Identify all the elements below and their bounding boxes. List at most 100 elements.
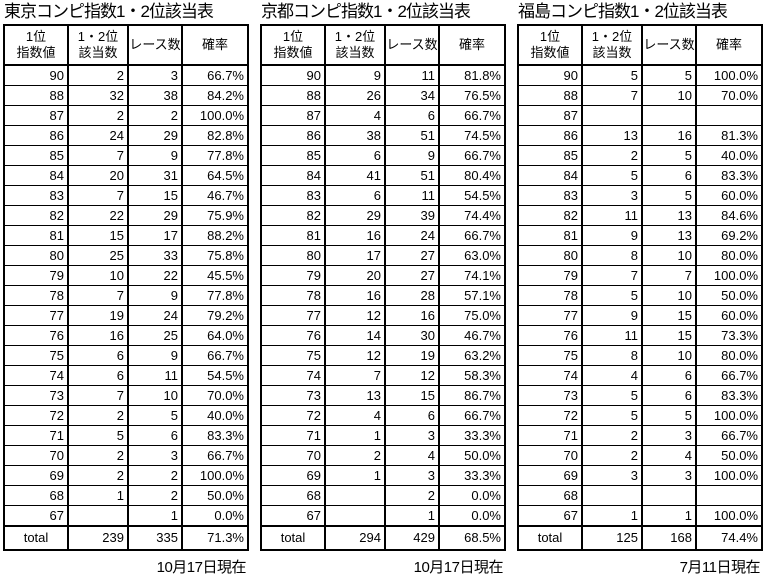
table-row: 78 7 9 77.8% (3, 285, 249, 306)
hit-count-cell (581, 105, 643, 126)
hit-count-cell: 32 (67, 85, 129, 106)
probability-cell: 0.0% (438, 505, 506, 527)
table-row: 68 2 0.0% (260, 485, 506, 506)
probability-cell: 50.0% (695, 445, 763, 466)
table-row: 71 5 6 83.3% (3, 425, 249, 446)
probability-cell: 100.0% (695, 505, 763, 527)
table-row: 85 6 9 66.7% (260, 145, 506, 166)
probability-cell: 84.2% (181, 85, 249, 106)
probability-cell: 71.3% (181, 525, 249, 551)
probability-cell: 75.8% (181, 245, 249, 266)
hit-count-cell: 2 (67, 445, 129, 466)
as-of-date: 10月17日現在 (413, 559, 504, 576)
table-row: 75 12 19 63.2% (260, 345, 506, 366)
col-header-line: 1・2位 (591, 29, 633, 44)
probability-cell: 40.0% (695, 145, 763, 166)
probability-cell: 66.7% (181, 445, 249, 466)
table-row: 83 6 11 54.5% (260, 185, 506, 206)
table-row: 68 1 2 50.0% (3, 485, 249, 506)
index-value-cell: 90 (517, 64, 583, 86)
table-row: 70 2 4 50.0% (517, 445, 763, 466)
hit-count-cell: 7 (581, 85, 643, 106)
probability-cell: 70.0% (181, 385, 249, 406)
race-count-cell: 30 (384, 325, 440, 346)
hit-count-cell: 5 (581, 64, 643, 86)
race-count-cell: 6 (384, 405, 440, 426)
col-header-probability: 確率 (695, 24, 763, 66)
index-value-cell: 88 (517, 85, 583, 106)
hit-count-cell: 4 (324, 405, 386, 426)
col-header-line: 1・2位 (77, 29, 119, 44)
table-row: 87 (517, 105, 763, 126)
table-body: 90 5 5 100.0% 88 7 10 70.0% 87 86 13 16 81.3% 85 2 5 40.… (517, 64, 763, 551)
index-value-cell: 72 (3, 405, 69, 426)
col-header-race-count: レース数 (641, 24, 697, 66)
race-count-cell: 31 (127, 165, 183, 186)
index-value-cell: 69 (517, 465, 583, 486)
probability-cell: 80.0% (695, 345, 763, 366)
index-value-cell: 71 (517, 425, 583, 446)
race-count-cell: 5 (641, 145, 697, 166)
table-row: 85 7 9 77.8% (3, 145, 249, 166)
table-row: 80 25 33 75.8% (3, 245, 249, 266)
probability-cell: 46.7% (181, 185, 249, 206)
probability-cell: 40.0% (181, 405, 249, 426)
race-count-cell: 4 (641, 445, 697, 466)
table-row: 68 (517, 485, 763, 506)
total-label: total (3, 525, 69, 551)
race-count-cell: 6 (641, 365, 697, 386)
table-header: 1位 指数値 1・2位 該当数 レース数 確率 (3, 24, 249, 66)
hit-count-cell: 15 (67, 225, 129, 246)
index-value-cell: 67 (260, 505, 326, 527)
probability-cell: 80.0% (695, 245, 763, 266)
stats-table: 1位 指数値 1・2位 該当数 レース数 確率 90 9 11 81.8% 88 26 34 76… (260, 24, 506, 551)
race-count-cell: 3 (127, 445, 183, 466)
index-value-cell: 68 (517, 485, 583, 506)
table-row: 77 19 24 79.2% (3, 305, 249, 326)
race-count-cell: 429 (384, 525, 440, 551)
index-value-cell: 77 (3, 305, 69, 326)
race-count-cell: 6 (641, 385, 697, 406)
table-row: 78 16 28 57.1% (260, 285, 506, 306)
hit-count-cell: 7 (67, 185, 129, 206)
hit-count-cell: 7 (324, 365, 386, 386)
probability-cell: 0.0% (181, 505, 249, 527)
hit-count-cell: 25 (67, 245, 129, 266)
col-header-line: 1位 (25, 29, 47, 44)
race-count-cell: 2 (127, 105, 183, 126)
header-row: 1位 指数値 1・2位 該当数 レース数 確率 (260, 24, 506, 66)
probability-cell: 70.0% (695, 85, 763, 106)
index-value-cell: 82 (260, 205, 326, 226)
index-value-cell: 80 (517, 245, 583, 266)
table-row: 67 1 1 100.0% (517, 505, 763, 527)
total-row: total 294 429 68.5% (260, 525, 506, 551)
race-count-cell: 33 (127, 245, 183, 266)
probability-cell: 54.5% (181, 365, 249, 386)
table-row: 86 38 51 74.5% (260, 125, 506, 146)
table-row: 86 24 29 82.8% (3, 125, 249, 146)
index-value-cell: 86 (260, 125, 326, 146)
total-label: total (260, 525, 326, 551)
hit-count-cell: 12 (324, 345, 386, 366)
index-value-cell: 90 (3, 64, 69, 86)
probability-cell: 33.3% (438, 425, 506, 446)
race-count-cell: 3 (641, 425, 697, 446)
probability-cell: 100.0% (695, 405, 763, 426)
hit-count-cell: 6 (67, 345, 129, 366)
race-count-cell: 9 (127, 285, 183, 306)
hit-count-cell: 22 (67, 205, 129, 226)
hit-count-cell: 29 (324, 205, 386, 226)
table-row: 70 2 3 66.7% (3, 445, 249, 466)
col-header-index-value: 1位 指数値 (3, 24, 69, 66)
index-value-cell: 81 (517, 225, 583, 246)
index-value-cell: 74 (517, 365, 583, 386)
hit-count-cell: 9 (581, 225, 643, 246)
race-count-cell: 9 (384, 145, 440, 166)
table-row: 69 2 2 100.0% (3, 465, 249, 486)
index-value-cell: 87 (260, 105, 326, 126)
total-row: total 125 168 74.4% (517, 525, 763, 551)
race-count-cell: 2 (384, 485, 440, 506)
hit-count-cell: 16 (67, 325, 129, 346)
table-row: 76 14 30 46.7% (260, 325, 506, 346)
race-count-cell: 15 (641, 305, 697, 326)
